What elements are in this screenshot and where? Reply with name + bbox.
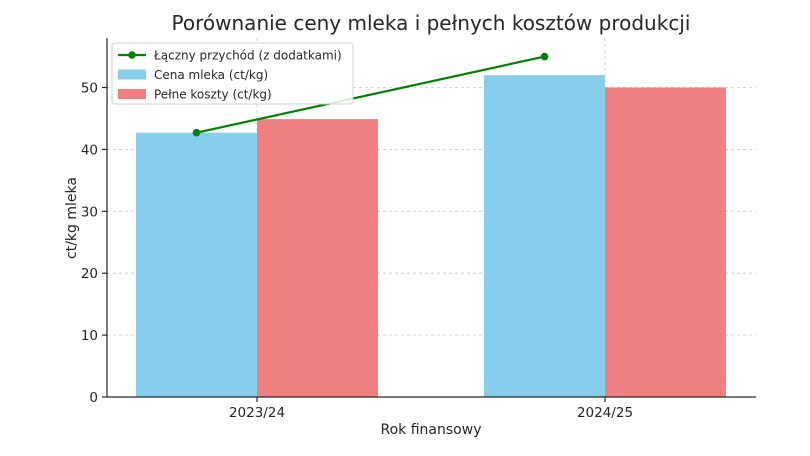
bar-koszty <box>257 119 378 398</box>
x-axis-label: Rok finansowy <box>381 422 482 438</box>
bars-layer <box>136 75 726 398</box>
x-tick-label: 2023/24 <box>229 405 285 421</box>
y-tick-label: 20 <box>81 266 98 282</box>
y-tick-label: 0 <box>89 390 98 406</box>
bar-cena <box>484 75 605 397</box>
y-tick-label: 40 <box>81 142 98 158</box>
legend: Łączny przychód (z dodatkami) Cena mleka … <box>111 42 354 105</box>
legend-label: Łączny przychód (z dodatkami) <box>153 49 342 63</box>
bar-cena <box>136 132 257 397</box>
line-point <box>540 52 549 61</box>
chart-title: Porównanie ceny mleka i pełnych kosztów … <box>172 11 691 35</box>
line-series <box>196 55 545 134</box>
ticks-layer: 0 10 20 30 40 50 2023/24 2024/25 <box>81 81 633 421</box>
y-tick-label: 10 <box>81 328 98 344</box>
bar-koszty <box>605 87 726 397</box>
legend-frame <box>111 42 354 105</box>
y-tick-label: 30 <box>81 204 98 220</box>
y-axis-label: ct/kg mleka <box>64 177 80 259</box>
line-layer <box>192 52 549 137</box>
legend-line-marker <box>128 51 136 59</box>
line-point <box>192 128 201 137</box>
y-tick-label: 50 <box>81 81 98 97</box>
x-tick-label: 2024/25 <box>577 405 633 421</box>
legend-bar-swatch <box>118 89 146 99</box>
legend-label: Pełne koszty (ct/kg) <box>154 88 272 102</box>
legend-bar-swatch <box>118 69 146 80</box>
legend-label: Cena mleka (ct/kg) <box>154 68 268 82</box>
